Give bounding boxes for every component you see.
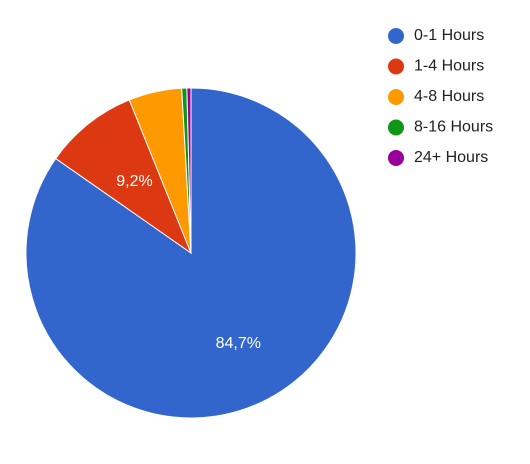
legend-label-24plus-hours: 24+ Hours: [414, 149, 488, 166]
legend-item-4-8-hours: 4-8 Hours: [388, 88, 484, 105]
legend-item-8-16-hours: 8-16 Hours: [388, 119, 493, 136]
slice-data-label-1-4-hours: 9,2%: [116, 173, 152, 190]
legend-swatch-4-8-hours: [388, 89, 404, 105]
legend-swatch-0-1-hours: [388, 28, 404, 44]
legend-item-1-4-hours: 1-4 Hours: [388, 58, 484, 75]
legend-label-1-4-hours: 1-4 Hours: [414, 58, 484, 75]
pie-slices: [25, 87, 357, 419]
slice-data-label-0-1-hours: 84,7%: [216, 335, 261, 352]
pie-slice-labels: 84,7% 9,2%: [116, 173, 261, 352]
legend: 0-1 Hours 1-4 Hours 4-8 Hours 8-16 Hours 24+…: [388, 27, 493, 166]
legend-swatch-8-16-hours: [388, 119, 404, 136]
pie-slice-1-4-hours: [55, 99, 193, 255]
legend-label-0-1-hours: 0-1 Hours: [414, 27, 484, 44]
legend-swatch-24plus-hours: [388, 150, 404, 166]
legend-label-4-8-hours: 4-8 Hours: [414, 88, 484, 105]
legend-item-0-1-hours: 0-1 Hours: [388, 27, 484, 44]
legend-label-8-16-hours: 8-16 Hours: [414, 119, 493, 136]
legend-swatch-1-4-hours: [388, 58, 404, 75]
pie-slice-24plus-hours: [186, 87, 192, 254]
legend-item-24plus-hours: 24+ Hours: [388, 149, 488, 166]
